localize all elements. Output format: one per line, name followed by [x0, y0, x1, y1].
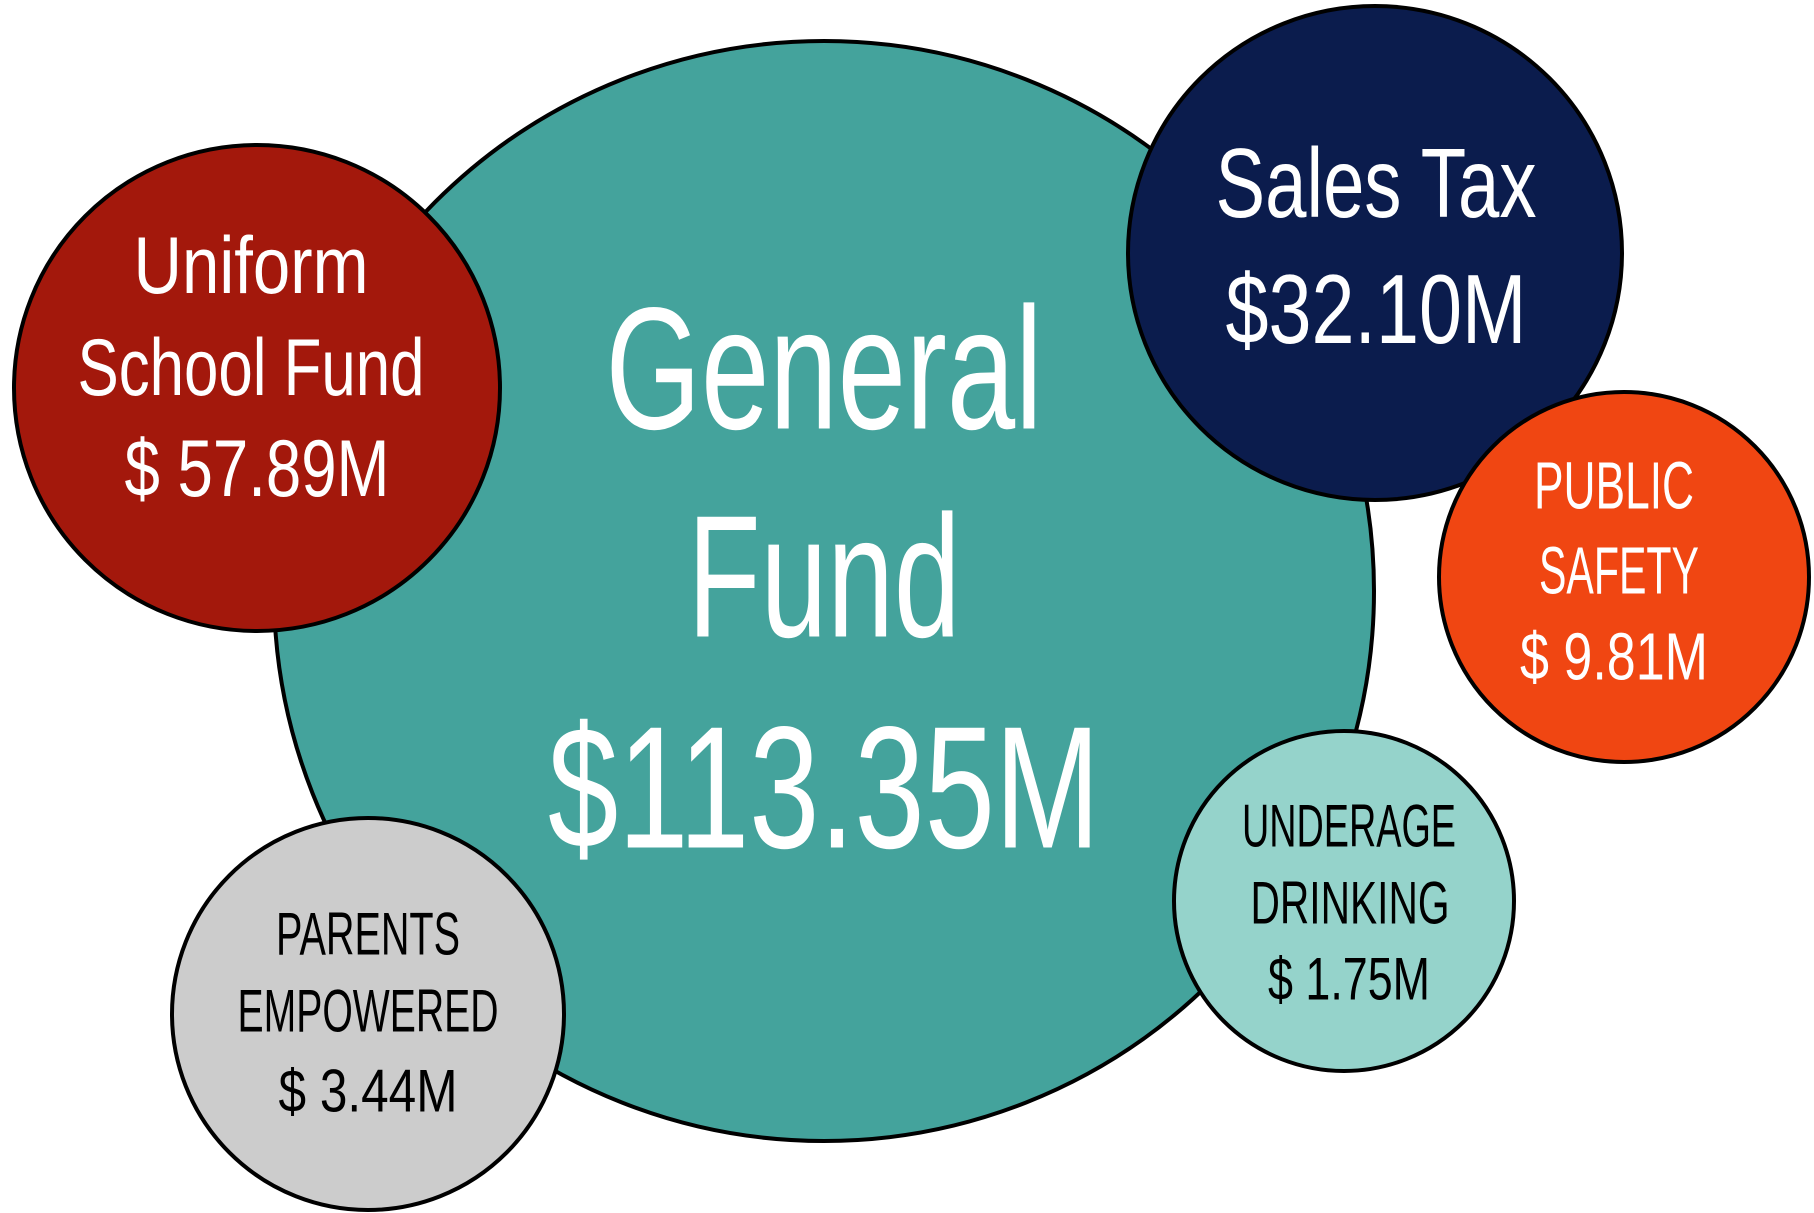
parents-empowered-bubble — [170, 816, 566, 1212]
underage-drinking-bubble — [1172, 729, 1516, 1073]
sales-tax-bubble — [1126, 4, 1624, 502]
amount: $ 9.81M — [1520, 620, 1708, 695]
label: Fund — [688, 479, 961, 674]
amount: $113.35M — [548, 690, 1100, 885]
label: PUBLIC — [1534, 449, 1694, 524]
amount: $ 57.89M — [125, 424, 390, 514]
amount: $ 1.75M — [1268, 946, 1430, 1013]
label: School Fund — [78, 323, 425, 413]
amount: $ 3.44M — [279, 1058, 458, 1125]
public-safety-bubble — [1437, 390, 1811, 764]
label: UNDERAGE — [1242, 793, 1456, 860]
label: PARENTS — [276, 901, 460, 968]
label: Sales Tax — [1216, 128, 1537, 238]
label: General — [606, 271, 1043, 466]
label: EMPOWERED — [238, 978, 499, 1045]
amount: $32.10M — [1226, 254, 1527, 364]
label: DRINKING — [1251, 870, 1450, 937]
label: Uniform — [134, 221, 369, 311]
label: SAFETY — [1539, 534, 1699, 609]
uniform-school-fund-bubble — [12, 143, 502, 633]
